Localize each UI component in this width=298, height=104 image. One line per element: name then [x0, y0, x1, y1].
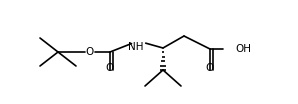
Text: O: O: [86, 47, 94, 57]
Text: NH: NH: [128, 42, 144, 52]
Text: O: O: [206, 63, 214, 73]
Text: OH: OH: [235, 44, 251, 54]
Text: O: O: [106, 63, 114, 73]
